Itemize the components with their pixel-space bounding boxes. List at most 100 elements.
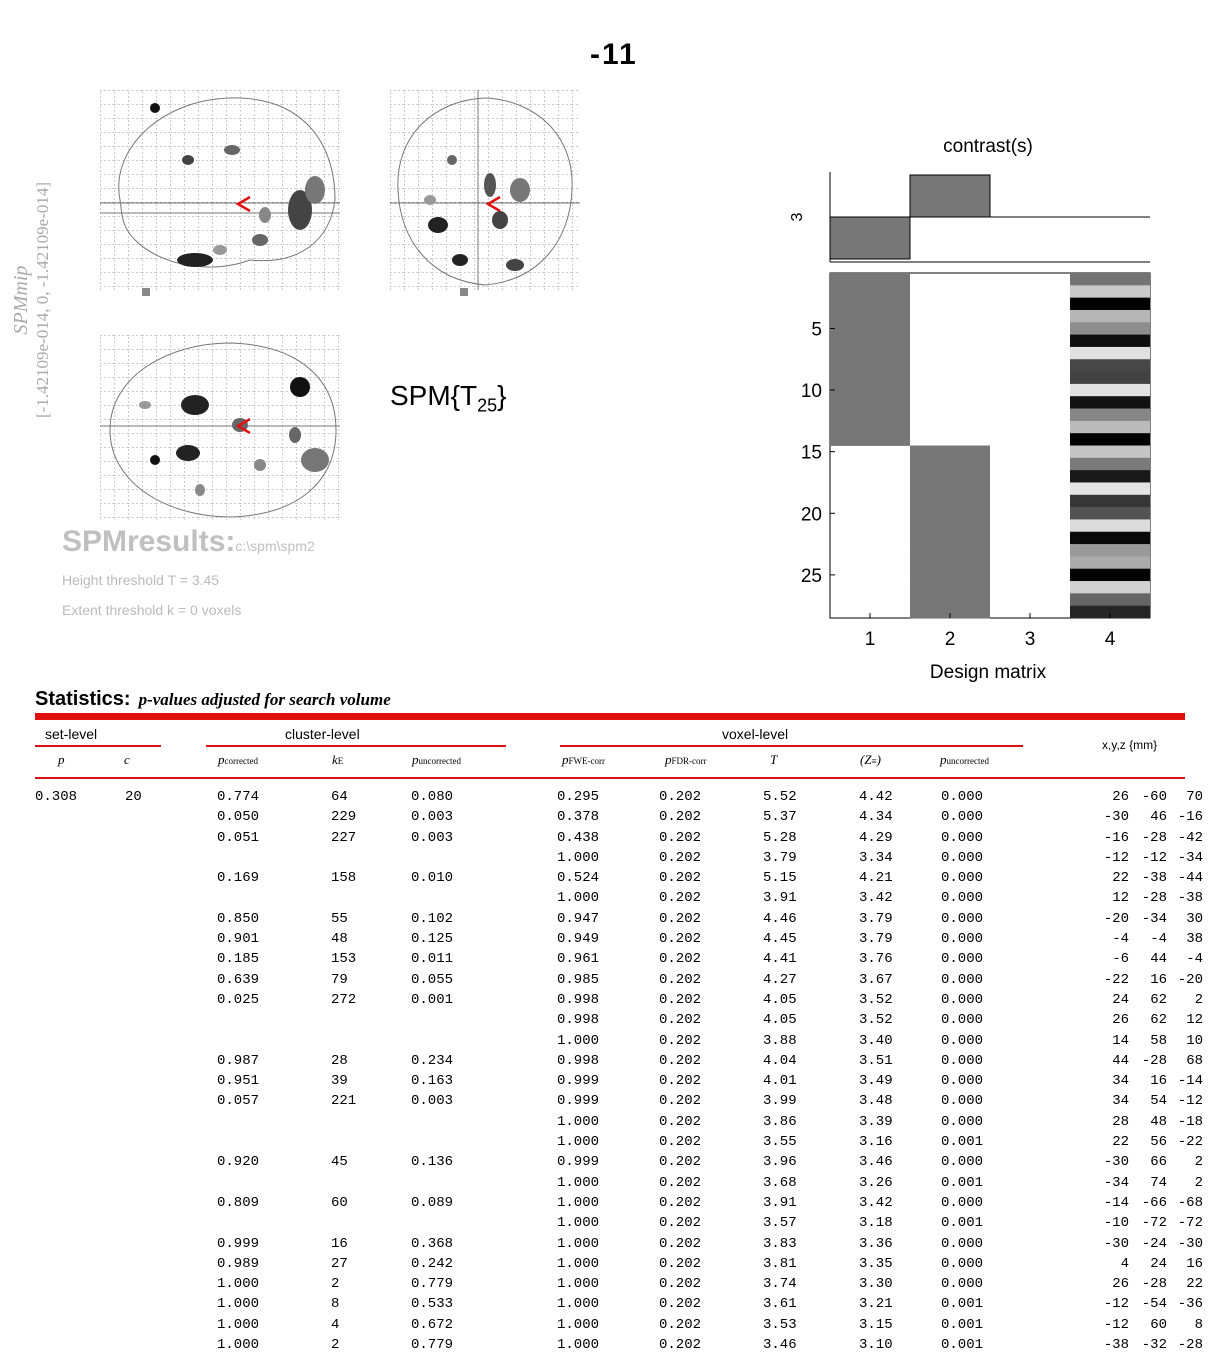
coord-cell: 16 <box>1150 971 1167 988</box>
table-row: 0.025 272 0.001 0.998 0.202 4.05 3.52 0.000 24 62… <box>35 990 1203 1010</box>
mip-label-title: SPMmip <box>10 265 32 335</box>
table-cell: 227 <box>331 829 357 846</box>
table-cell: 0.779 <box>411 1337 454 1354</box>
x-tick-label: 3 <box>1025 629 1036 650</box>
coord-cell: -12 <box>1103 1296 1129 1313</box>
table-cell: 272 <box>331 991 357 1008</box>
table-cell: 0.000 <box>941 809 984 826</box>
table-cell: 0.987 <box>217 1052 260 1069</box>
table-cell <box>331 1031 411 1051</box>
table-cell <box>331 1010 411 1030</box>
table-cell: 0.998 <box>557 1052 600 1069</box>
table-cell: 0.234 <box>411 1052 454 1069</box>
table-cell: 3.81 <box>763 1255 797 1272</box>
table-cell: 0.080 <box>411 789 454 805</box>
table-cell: 1.000 <box>557 1337 600 1354</box>
table-cell <box>217 848 331 868</box>
table-row: 0.998 0.202 4.05 3.52 0.000 26 62 12 <box>35 1010 1203 1030</box>
glass-brain-sagittal[interactable] <box>100 90 340 300</box>
coord-cell: -72 <box>1177 1215 1203 1232</box>
table-cell: 0.202 <box>659 890 702 907</box>
table-cell: 5.52 <box>763 789 797 805</box>
table-row: 1.000 0.202 3.68 3.26 0.001 -34 74 2 <box>35 1173 1203 1193</box>
table-cell: 48 <box>331 931 348 948</box>
table-cell <box>331 1132 411 1152</box>
table-row: 1.000 0.202 3.88 3.40 0.000 14 58 10 <box>35 1031 1203 1051</box>
table-cell: 3.10 <box>859 1337 893 1354</box>
coord-cell: 68 <box>1186 1052 1203 1069</box>
design-cell <box>1070 346 1150 360</box>
table-cell <box>125 1254 217 1274</box>
design-cell <box>830 346 910 360</box>
table-row: 1.000 0.202 3.55 3.16 0.001 22 56 -22 <box>35 1132 1203 1152</box>
table-cell: 5.15 <box>763 870 797 887</box>
table-cell: 4.05 <box>763 1012 797 1029</box>
table-cell <box>35 1152 125 1172</box>
coord-cell: 38 <box>1186 931 1203 948</box>
table-cell: 3.49 <box>859 1073 893 1090</box>
table-cell: 0.000 <box>941 1113 984 1130</box>
col-cluster-punc: puncorrected <box>412 752 461 767</box>
col-voxel-punc: puncorrected <box>940 752 989 767</box>
table-cell <box>125 1294 217 1314</box>
table-cell: 4.27 <box>763 971 797 988</box>
coord-cell: -12 <box>1141 849 1167 866</box>
design-matrix-panel[interactable]: contrast(s) 3 5 10 15 20 25 1 2 3 4 Design matr… <box>780 130 1180 690</box>
table-cell: 0.003 <box>411 829 454 846</box>
coord-cell: 26 <box>1112 1012 1129 1029</box>
glass-brain-axial[interactable] <box>100 335 340 525</box>
coord-cell: -4 <box>1112 931 1129 948</box>
results-label: SPMresults: <box>62 525 236 558</box>
table-cell: 3.68 <box>763 1174 797 1191</box>
design-cell <box>1070 457 1150 471</box>
table-cell: 3.51 <box>859 1052 893 1069</box>
table-cell: 0.000 <box>941 789 984 805</box>
coord-cell: -34 <box>1141 910 1167 927</box>
design-cell <box>830 408 910 422</box>
coord-cell: -28 <box>1177 1337 1203 1354</box>
coord-cell: -28 <box>1141 890 1167 907</box>
table-cell: 1.000 <box>557 1134 600 1151</box>
page-title: -11 <box>590 38 638 71</box>
table-cell: 0.202 <box>659 991 702 1008</box>
table-cell: 0.000 <box>941 951 984 968</box>
coord-cell: -14 <box>1177 1073 1203 1090</box>
table-cell: 0.639 <box>217 971 260 988</box>
table-cell: 0.202 <box>659 1215 702 1232</box>
design-cell <box>1070 334 1150 348</box>
coord-cell: 62 <box>1150 1012 1167 1029</box>
table-cell <box>35 1274 125 1294</box>
table-cell: 0.001 <box>941 1134 984 1151</box>
table-cell: 0.850 <box>217 910 260 927</box>
coord-cell: -36 <box>1177 1296 1203 1313</box>
table-cell <box>35 807 125 827</box>
table-cell: 0.057 <box>217 1093 260 1110</box>
design-cell <box>910 581 990 594</box>
table-cell: 1.000 <box>557 1235 600 1252</box>
table-cell: 2 <box>331 1276 340 1293</box>
table-cell: 0.102 <box>411 910 454 927</box>
table-cell <box>411 1132 557 1152</box>
design-cell <box>830 297 910 311</box>
table-cell: 3.46 <box>763 1337 797 1354</box>
table-cell <box>125 970 217 990</box>
design-cell <box>910 457 990 471</box>
glass-brain-coronal[interactable] <box>390 90 580 300</box>
table-cell: 1.000 <box>557 1276 600 1293</box>
table-cell <box>331 848 411 868</box>
table-cell <box>35 828 125 848</box>
coord-cell: -72 <box>1141 1215 1167 1232</box>
design-cell <box>1070 285 1150 299</box>
table-cell: 27 <box>331 1255 348 1272</box>
table-cell: 0.242 <box>411 1255 454 1272</box>
table-cell: 3.55 <box>763 1134 797 1151</box>
table-cell: 4.41 <box>763 951 797 968</box>
table-cell: 3.46 <box>859 1154 893 1171</box>
table-cell: 0.000 <box>941 1276 984 1293</box>
coord-cell: -30 <box>1103 1235 1129 1252</box>
x-tick-label: 4 <box>1105 629 1116 650</box>
stat-name: SPM{T <box>390 380 478 411</box>
table-cell <box>217 1112 331 1132</box>
table-cell <box>35 1051 125 1071</box>
cluster-level-rule <box>206 745 506 747</box>
